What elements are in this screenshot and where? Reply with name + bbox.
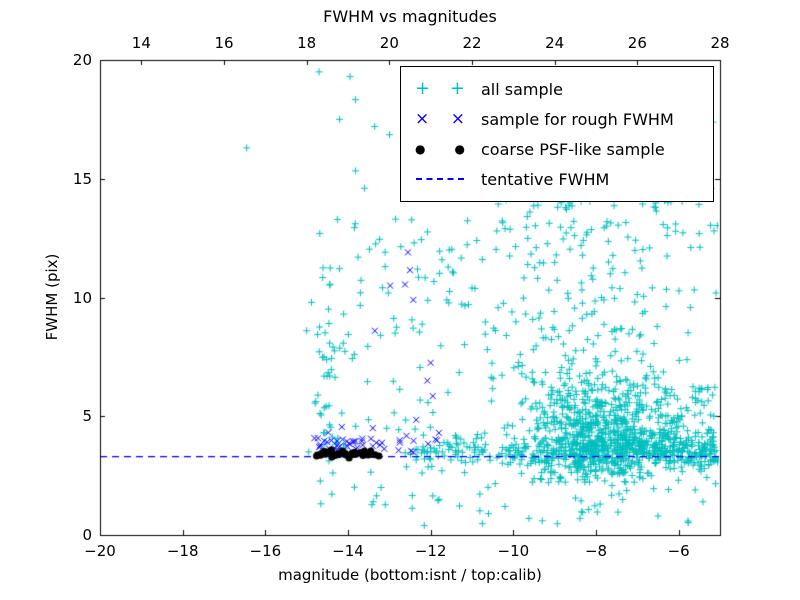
y-tick-label: 0 xyxy=(82,526,92,544)
legend: + + all sample × × sample for rough FWHM… xyxy=(400,66,714,202)
x-tick-label-bottom: −10 xyxy=(497,542,530,560)
legend-marker-dot: ● ● xyxy=(411,143,469,155)
x-tick-label-top: 28 xyxy=(710,34,730,52)
plus-marker-icon: + xyxy=(449,78,465,99)
legend-marker-plus: + + xyxy=(411,80,469,98)
legend-entry-tentative-fwhm: tentative FWHM xyxy=(411,164,703,194)
legend-entry-psf-sample: ● ● coarse PSF-like sample xyxy=(411,134,703,164)
x-tick-label-top: 26 xyxy=(627,34,647,52)
x-tick-label-bottom: −16 xyxy=(249,542,282,560)
legend-label: all sample xyxy=(481,79,563,99)
legend-label: coarse PSF-like sample xyxy=(481,139,665,159)
dashed-line-icon xyxy=(416,178,464,180)
x-tick-label-top: 16 xyxy=(214,34,234,52)
x-tick-label-bottom: −12 xyxy=(414,542,447,560)
x-marker-icon: × xyxy=(450,108,465,129)
legend-label: sample for rough FWHM xyxy=(481,109,674,129)
legend-entry-rough-fwhm: × × sample for rough FWHM xyxy=(411,104,703,134)
plus-marker-icon: + xyxy=(415,78,431,99)
x-marker-icon: × xyxy=(415,108,430,129)
x-tick-label-bottom: −20 xyxy=(84,542,116,560)
legend-marker-x: × × xyxy=(411,108,469,129)
x-tick-label-bottom: −8 xyxy=(584,542,608,560)
x-tick-label-bottom: −18 xyxy=(166,542,199,560)
legend-entry-all-sample: + + all sample xyxy=(411,74,703,104)
chart-title: FWHM vs magnitudes xyxy=(323,7,497,26)
y-tick-label: 20 xyxy=(72,51,92,69)
x-tick-label-top: 24 xyxy=(545,34,565,52)
x-tick-label-bottom: −14 xyxy=(332,542,364,560)
x-tick-label-top: 14 xyxy=(131,34,151,52)
legend-marker-dashed-line xyxy=(411,178,469,180)
x-tick-label-top: 20 xyxy=(379,34,399,52)
y-tick-label: 10 xyxy=(72,288,92,307)
x-axis-label: magnitude (bottom:isnt / top:calib) xyxy=(278,566,542,584)
dot-marker-icon: ● xyxy=(454,142,465,156)
y-tick-label: 5 xyxy=(82,407,92,426)
x-tick-label-top: 22 xyxy=(462,34,482,52)
dot-marker-icon: ● xyxy=(415,142,426,156)
y-tick-label: 15 xyxy=(72,169,92,188)
x-tick-label-bottom: −6 xyxy=(667,542,690,560)
x-tick-label-top: 18 xyxy=(297,34,317,52)
legend-label: tentative FWHM xyxy=(481,169,610,189)
